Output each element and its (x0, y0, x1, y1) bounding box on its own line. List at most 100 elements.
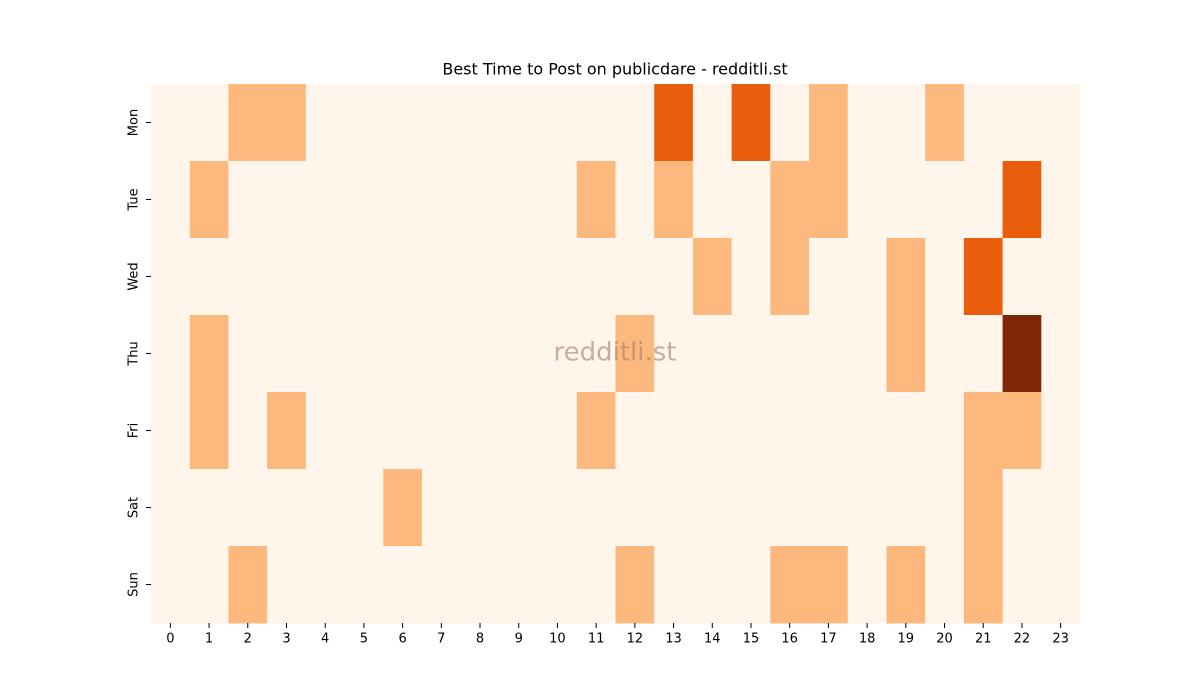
cell (383, 84, 423, 162)
cell (344, 161, 384, 239)
cell (460, 161, 500, 239)
cell (615, 315, 655, 393)
cell (189, 84, 229, 162)
cell (538, 315, 578, 393)
cell (1041, 392, 1081, 470)
cell (1041, 238, 1081, 316)
cell (847, 546, 887, 624)
cell (538, 238, 578, 316)
cell (421, 546, 462, 624)
x-tick-label: 8 (476, 632, 484, 647)
cell (770, 546, 810, 624)
cell (886, 238, 926, 316)
cell (344, 469, 384, 547)
cell (615, 546, 655, 624)
cell (770, 392, 810, 470)
cell (499, 238, 539, 316)
cell (1002, 315, 1042, 393)
cell (770, 238, 810, 316)
cell (383, 238, 423, 316)
cell (267, 161, 307, 239)
cell (383, 161, 423, 239)
cell (654, 392, 694, 470)
cell (344, 546, 384, 624)
cell (963, 161, 1004, 239)
x-tick-label: 1 (205, 632, 213, 647)
cell (692, 161, 733, 239)
x-tick-label: 7 (437, 632, 445, 647)
x-tick-label: 4 (321, 632, 329, 647)
cell (228, 84, 268, 162)
cell (615, 84, 655, 162)
cell (460, 84, 500, 162)
cell (692, 546, 733, 624)
x-tick-label: 11 (588, 632, 605, 647)
cell (344, 392, 384, 470)
cell (460, 469, 500, 547)
cell (809, 469, 849, 547)
cell (576, 392, 616, 470)
cell (305, 392, 346, 470)
y-tick-label: Tue (127, 188, 142, 211)
cell (1041, 84, 1081, 162)
x-tick-label: 9 (515, 632, 523, 647)
cell (925, 315, 965, 393)
cell (925, 238, 965, 316)
cell (499, 84, 539, 162)
cell (731, 238, 771, 316)
cell (731, 546, 771, 624)
cell (847, 238, 887, 316)
cell (576, 315, 616, 393)
cell (847, 84, 887, 162)
cell (809, 84, 849, 162)
cell (576, 546, 616, 624)
x-tick-label: 23 (1052, 632, 1069, 647)
cell (499, 315, 539, 393)
cell (228, 161, 268, 239)
cell (460, 546, 500, 624)
cell (847, 315, 887, 393)
cell (267, 546, 307, 624)
cell (654, 238, 694, 316)
cell (151, 161, 191, 239)
cell (305, 238, 346, 316)
cell (228, 315, 268, 393)
x-tick-label: 5 (360, 632, 368, 647)
cell (925, 161, 965, 239)
cell (1002, 546, 1042, 624)
x-tick-label: 19 (898, 632, 915, 647)
cell (925, 469, 965, 547)
cell (886, 84, 926, 162)
cell (770, 161, 810, 239)
cell (189, 161, 229, 239)
cell (344, 84, 384, 162)
cell (460, 315, 500, 393)
cell (421, 315, 462, 393)
cell (228, 469, 268, 547)
cell (421, 392, 462, 470)
cell (1041, 546, 1081, 624)
x-tick-label: 18 (859, 632, 876, 647)
cell (151, 84, 191, 162)
x-tick-label: 12 (627, 632, 644, 647)
cell (615, 238, 655, 316)
cell (847, 161, 887, 239)
y-tick-label: Fri (127, 423, 142, 439)
cell (151, 238, 191, 316)
cell (615, 469, 655, 547)
cell (731, 161, 771, 239)
cell (576, 84, 616, 162)
x-tick-label: 3 (282, 632, 290, 647)
cell (189, 315, 229, 393)
x-tick-label: 14 (704, 632, 721, 647)
heatmap (151, 84, 1081, 624)
cell (538, 161, 578, 239)
cell (770, 315, 810, 393)
cell (344, 238, 384, 316)
cell (383, 469, 423, 547)
cell (770, 84, 810, 162)
x-tick-label: 22 (1014, 632, 1031, 647)
cell (1041, 315, 1081, 393)
cell (421, 161, 462, 239)
cell (267, 238, 307, 316)
